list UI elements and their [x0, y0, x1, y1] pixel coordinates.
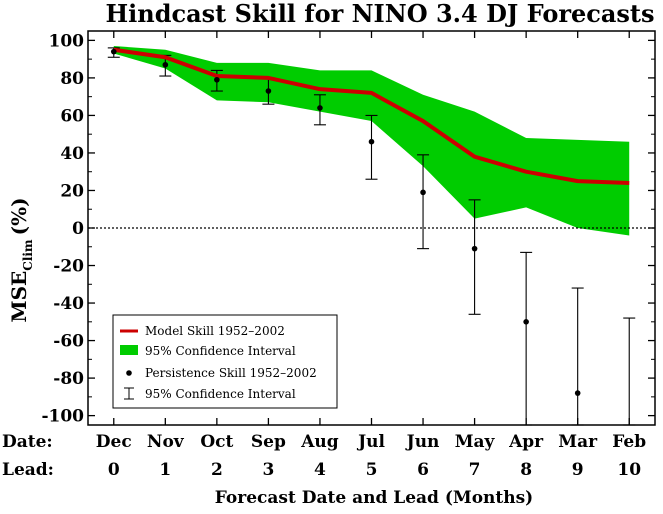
y-tick-label: -20: [53, 257, 84, 277]
legend-label: 95% Confidence Interval: [145, 387, 296, 401]
legend-label: Model Skill 1952–2002: [145, 324, 285, 338]
y-tick-label: 100: [49, 31, 85, 51]
legend: Model Skill 1952–2002 95% Confidence Inte…: [112, 314, 338, 409]
model-skill-line: [113, 47, 630, 185]
x-date-label: Feb: [612, 432, 646, 452]
x-axis-label: Forecast Date and Lead (Months): [215, 488, 533, 508]
y-axis-label-main: MSE: [7, 271, 31, 323]
legend-entry: Persistence Skill 1952–2002: [126, 366, 317, 380]
x-date-label: Dec: [96, 432, 132, 452]
x-date-label: May: [455, 432, 496, 452]
x-date-label: Sep: [251, 432, 286, 452]
svg-text:MSEClim(%): MSEClim (%): [7, 197, 35, 322]
persistence-point: [214, 76, 220, 83]
x-lead-label: 4: [314, 460, 326, 480]
persistence-point: [368, 138, 375, 145]
persistence-point: [471, 245, 478, 252]
y-tick-label: 60: [60, 106, 84, 126]
y-tick-label: 80: [60, 69, 84, 89]
legend-point-swatch: [126, 370, 132, 376]
model-line-layer: [113, 47, 630, 185]
persistence-point: [420, 189, 426, 196]
persistence-point: [523, 319, 529, 325]
x-lead-label: 6: [417, 460, 429, 480]
x-date-label: Apr: [508, 432, 544, 452]
legend-entry: 95% Confidence Interval: [124, 387, 296, 401]
axes-layer: [87, 30, 656, 426]
persistence-points-layer: [110, 48, 581, 396]
persistence-point: [265, 88, 272, 94]
tick-labels-layer: 100 80 60 40 20 0 -20 -40 -60 -80 -100 Dec 0 Nov 1 Oct 2…: [41, 31, 646, 480]
y-axis-label-subscript: Clim: [21, 239, 35, 271]
lead-row-label: Lead:: [2, 460, 54, 480]
x-lead-label: 3: [262, 460, 274, 480]
persistence-errorbar: [468, 199, 481, 315]
y-tick-label: -80: [53, 369, 84, 389]
y-tick-label: -60: [53, 332, 84, 352]
x-date-label: Jun: [405, 432, 440, 452]
x-date-label: Mar: [558, 432, 598, 452]
legend-label: Persistence Skill 1952–2002: [145, 366, 317, 380]
x-date-label: Nov: [147, 432, 185, 452]
confidence-band-area: [113, 46, 630, 236]
confidence-band-layer: [113, 46, 630, 236]
y-tick-label: -40: [53, 294, 84, 314]
persistence-errorbar: [623, 317, 636, 426]
y-tick-label: 20: [60, 181, 84, 201]
x-date-label: Jul: [356, 432, 385, 452]
date-row-label: Date:: [2, 432, 53, 452]
chart-title: Hindcast Skill for NINO 3.4 DJ Forecasts: [105, 0, 654, 28]
y-tick-label: 40: [60, 144, 84, 164]
x-lead-label: 1: [159, 460, 171, 480]
x-lead-label: 10: [617, 460, 641, 480]
x-date-label: Oct: [200, 432, 233, 452]
persistence-errorbar: [571, 287, 584, 426]
y-tick-label: 0: [72, 219, 84, 239]
persistence-errorbar: [417, 154, 430, 250]
persistence-point: [110, 48, 117, 55]
persistence-errorbar: [520, 251, 533, 426]
y-axis-label: MSEClim (%): [7, 197, 35, 322]
legend-label: 95% Confidence Interval: [145, 344, 296, 358]
y-tick-label: -100: [41, 407, 84, 427]
x-lead-label: 7: [469, 460, 481, 480]
x-lead-label: 0: [108, 460, 120, 480]
persistence-point: [162, 61, 169, 68]
persistence-point: [317, 105, 323, 111]
x-lead-label: 8: [520, 460, 532, 480]
legend-entry: Model Skill 1952–2002: [120, 324, 285, 338]
legend-entry: 95% Confidence Interval: [120, 344, 296, 358]
x-lead-label: 5: [366, 460, 378, 480]
x-lead-label: 9: [572, 460, 584, 480]
legend-band-swatch: [120, 345, 138, 355]
persistence-point: [574, 390, 581, 396]
persistence-errorbar: [365, 114, 378, 180]
x-date-label: Aug: [300, 432, 339, 452]
legend-box: [112, 314, 338, 409]
x-lead-label: 2: [211, 460, 223, 480]
y-axis-label-unit: (%): [7, 197, 31, 235]
